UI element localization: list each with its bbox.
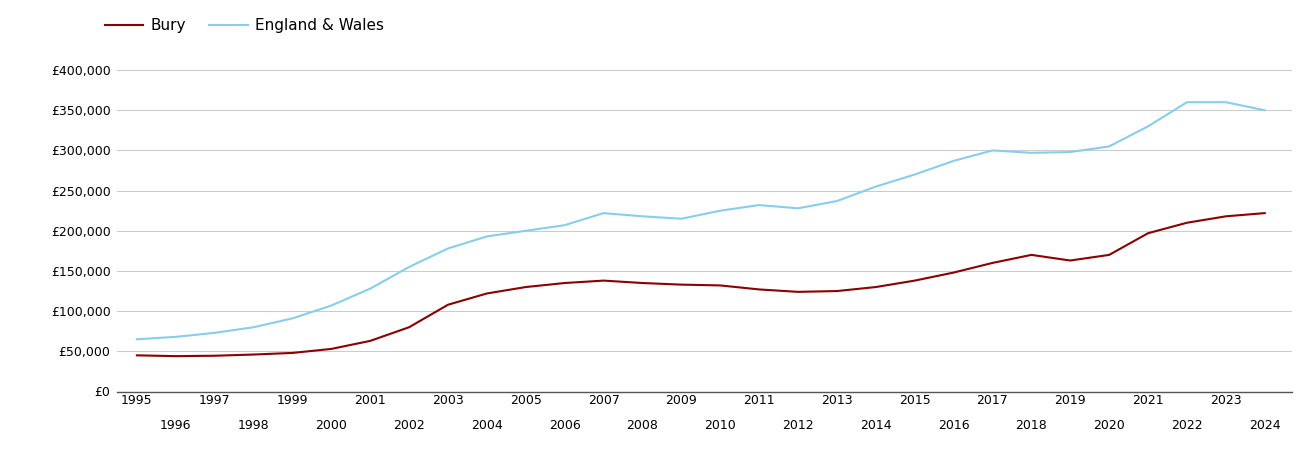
England & Wales (402, 264, 418, 270)
Bury (363, 338, 378, 344)
England & Wales (829, 198, 844, 204)
Bury (402, 324, 418, 330)
Bury (985, 260, 1001, 265)
Bury (207, 353, 223, 359)
Bury (791, 289, 806, 295)
England & Wales (946, 158, 962, 164)
England & Wales (284, 316, 300, 321)
Line: Bury: Bury (137, 213, 1265, 356)
England & Wales (1141, 124, 1156, 129)
England & Wales (985, 148, 1001, 153)
Bury (829, 288, 844, 294)
England & Wales (363, 286, 378, 291)
Bury (907, 278, 923, 284)
England & Wales (634, 214, 650, 219)
Bury (1257, 211, 1272, 216)
Bury (284, 350, 300, 356)
England & Wales (596, 211, 612, 216)
Bury (752, 287, 767, 292)
England & Wales (1218, 99, 1233, 105)
Bury (518, 284, 534, 290)
Bury (1062, 258, 1078, 263)
Bury (713, 283, 728, 288)
England & Wales (1180, 99, 1195, 105)
Bury (868, 284, 883, 290)
England & Wales (752, 202, 767, 208)
England & Wales (168, 334, 184, 340)
Bury (1101, 252, 1117, 257)
England & Wales (129, 337, 145, 342)
England & Wales (324, 303, 339, 308)
Bury (440, 302, 455, 307)
England & Wales (1062, 149, 1078, 155)
Bury (673, 282, 689, 288)
Legend: Bury, England & Wales: Bury, England & Wales (99, 12, 390, 39)
England & Wales (907, 172, 923, 177)
Bury (946, 270, 962, 275)
Bury (557, 280, 573, 286)
England & Wales (518, 228, 534, 234)
England & Wales (713, 208, 728, 213)
England & Wales (245, 324, 261, 330)
England & Wales (1101, 144, 1117, 149)
Bury (245, 352, 261, 357)
England & Wales (207, 330, 223, 336)
England & Wales (868, 184, 883, 189)
England & Wales (479, 234, 495, 239)
Bury (1218, 214, 1233, 219)
Bury (634, 280, 650, 286)
England & Wales (673, 216, 689, 221)
Bury (1141, 230, 1156, 236)
England & Wales (1023, 150, 1039, 156)
Bury (1023, 252, 1039, 257)
England & Wales (791, 206, 806, 211)
England & Wales (440, 246, 455, 251)
England & Wales (557, 222, 573, 228)
Bury (324, 346, 339, 351)
Line: England & Wales: England & Wales (137, 102, 1265, 339)
Bury (596, 278, 612, 284)
Bury (479, 291, 495, 296)
England & Wales (1257, 108, 1272, 113)
Bury (1180, 220, 1195, 225)
Bury (129, 353, 145, 358)
Bury (168, 353, 184, 359)
